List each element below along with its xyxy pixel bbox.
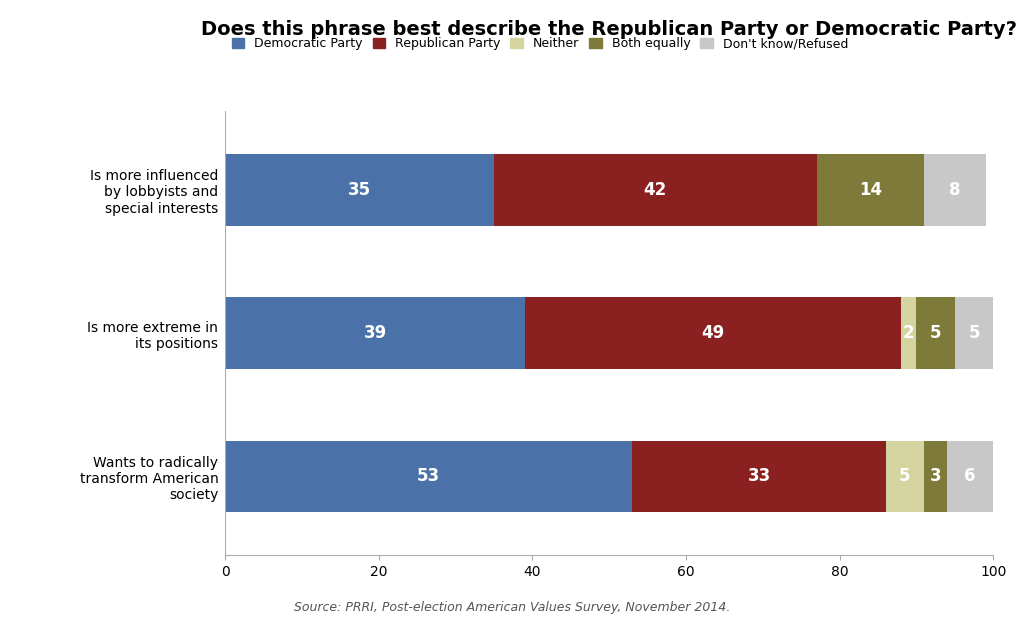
Bar [524, 297, 901, 369]
Bar [632, 441, 886, 512]
Text: Source: PRRI, Post-election American Values Survey, November 2014.: Source: PRRI, Post-election American Val… [294, 601, 730, 614]
Text: 53: 53 [417, 468, 440, 486]
Bar [225, 154, 495, 226]
Bar [225, 297, 524, 369]
Text: 5: 5 [930, 324, 941, 342]
Text: 6: 6 [965, 468, 976, 486]
Bar [901, 297, 916, 369]
Text: 5: 5 [969, 324, 980, 342]
Bar [817, 154, 924, 226]
Bar [886, 441, 924, 512]
Text: 5: 5 [899, 468, 910, 486]
Bar [924, 441, 947, 512]
Text: 2: 2 [903, 324, 914, 342]
Text: 8: 8 [949, 181, 961, 199]
Bar [924, 154, 985, 226]
Bar [495, 154, 817, 226]
Bar [916, 297, 954, 369]
Bar [225, 441, 632, 512]
Text: 39: 39 [364, 324, 387, 342]
Title: Does this phrase best describe the Republican Party or Democratic Party?: Does this phrase best describe the Repub… [202, 20, 1017, 39]
Legend: Democratic Party, Republican Party, Neither, Both equally, Don't know/Refused: Democratic Party, Republican Party, Neit… [231, 38, 848, 51]
Text: 14: 14 [859, 181, 882, 199]
Text: 35: 35 [348, 181, 372, 199]
Text: 33: 33 [748, 468, 771, 486]
Text: 3: 3 [930, 468, 941, 486]
Text: 42: 42 [644, 181, 667, 199]
Text: 49: 49 [701, 324, 725, 342]
Bar [947, 441, 993, 512]
Bar [954, 297, 993, 369]
